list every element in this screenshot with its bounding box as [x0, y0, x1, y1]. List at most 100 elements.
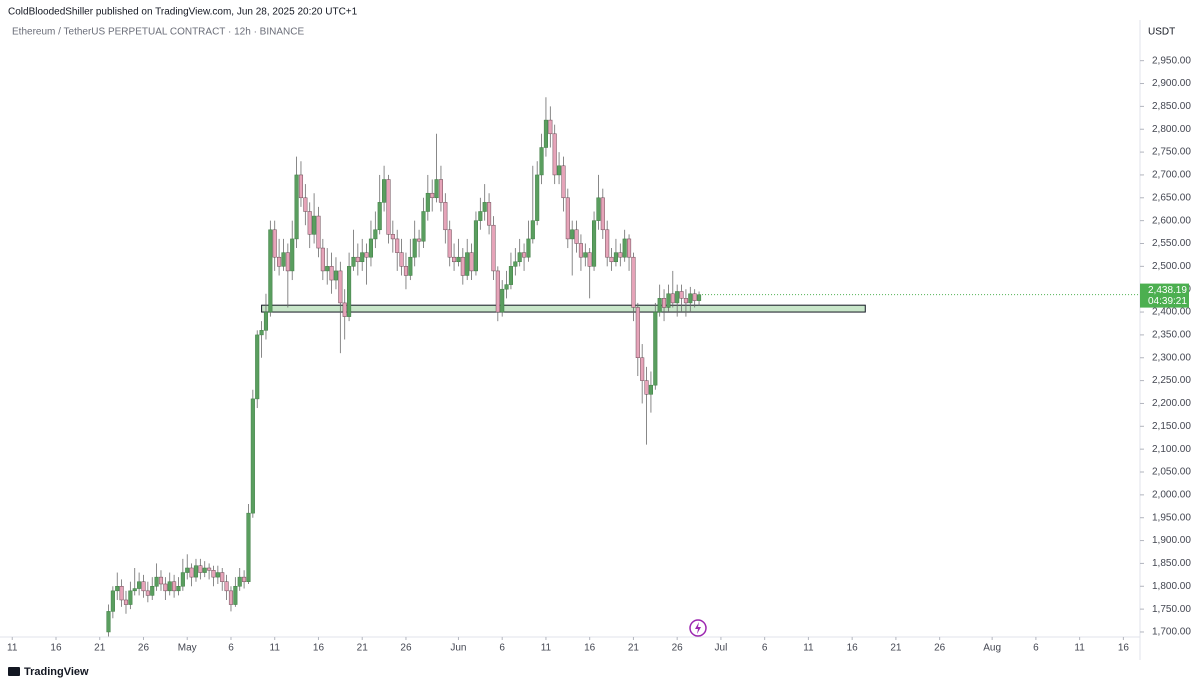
candle-body: [303, 197, 308, 212]
y-tick-label: 2,650.00: [1152, 192, 1191, 203]
candle-body: [246, 512, 251, 582]
candle-body: [263, 311, 269, 331]
x-tick-label: 21: [628, 643, 640, 654]
candle-body: [530, 220, 535, 240]
candle-body: [500, 288, 505, 313]
candle-body: [653, 311, 658, 386]
candle-body: [473, 220, 478, 272]
candle-body: [517, 252, 522, 263]
x-tick-label: 16: [50, 643, 62, 654]
candle-body: [570, 229, 575, 240]
candle-body: [609, 256, 614, 263]
y-tick-label: 1,800.00: [1152, 581, 1191, 592]
x-tick-label: May: [178, 643, 197, 654]
candle-body: [115, 586, 120, 592]
y-tick-label: 2,500.00: [1152, 261, 1191, 272]
candle-body: [548, 119, 553, 135]
x-tick-label: 11: [7, 643, 18, 654]
plot-area: [106, 97, 1140, 637]
candle-body: [180, 572, 185, 587]
candle-body: [657, 298, 662, 313]
y-tick-label: 2,200.00: [1152, 398, 1191, 409]
candle-body: [696, 294, 702, 301]
candle-body: [535, 174, 540, 221]
candle-body: [290, 238, 295, 272]
candle-body: [395, 238, 400, 253]
candle-body: [478, 211, 483, 221]
candle-body: [167, 581, 172, 592]
candle-body: [233, 586, 238, 605]
y-tick-label: 2,250.00: [1152, 375, 1191, 386]
x-tick-label: 6: [762, 643, 768, 654]
candle-body: [443, 202, 448, 231]
candle-body: [347, 266, 352, 317]
candle-body: [508, 266, 513, 285]
candle-body: [272, 229, 277, 258]
candle-body: [679, 291, 684, 299]
candle-body: [522, 252, 527, 258]
x-tick-label: 6: [499, 643, 505, 654]
last-price-box: [1140, 283, 1189, 308]
candle-body: [338, 270, 343, 304]
candle-body: [574, 229, 579, 244]
candle-body: [377, 202, 382, 231]
candle-body: [368, 238, 374, 258]
candle-body: [250, 398, 255, 514]
candle-body: [465, 252, 470, 276]
candle-body: [613, 252, 618, 263]
candle-body: [539, 147, 544, 176]
x-tick-label: 21: [890, 643, 902, 654]
candle-body: [683, 298, 688, 304]
candle-body: [430, 192, 435, 199]
candle-body: [158, 576, 164, 585]
candle-body: [600, 197, 605, 231]
chart-title: Ethereum / TetherUS PERPETUAL CONTRACT ·…: [12, 27, 304, 38]
candle-body: [176, 586, 181, 592]
y-tick-label: 2,900.00: [1152, 78, 1191, 89]
candle-body: [631, 256, 636, 308]
y-tick-label: 1,900.00: [1152, 535, 1191, 546]
y-tick-label: 1,850.00: [1152, 558, 1191, 569]
y-tick-label: 2,800.00: [1152, 124, 1191, 135]
y-tick-label: 2,000.00: [1152, 490, 1191, 501]
candle-body: [438, 179, 444, 203]
candle-body: [281, 252, 286, 267]
candle-body: [578, 243, 583, 258]
x-tick-label: 16: [1118, 643, 1130, 654]
candle-body: [163, 583, 168, 592]
candle-body: [207, 567, 212, 571]
candle-body: [333, 270, 339, 281]
candle-body: [277, 256, 282, 267]
x-tick-label: 26: [138, 643, 150, 654]
candle-body: [583, 252, 588, 258]
candle-body: [325, 266, 330, 272]
candle-body: [145, 590, 150, 596]
y-tick-label: 2,100.00: [1152, 444, 1191, 455]
x-tick-label: 6: [1033, 643, 1039, 654]
candle-body: [132, 588, 137, 592]
candle-body: [364, 252, 369, 258]
x-tick-label: 11: [270, 643, 281, 654]
candle-body: [255, 334, 260, 400]
candle-body: [106, 611, 111, 633]
x-tick-label: Jun: [450, 643, 466, 654]
candle-body: [644, 380, 649, 395]
candle-body: [495, 270, 500, 313]
candle-body: [447, 229, 452, 258]
candle-body: [198, 565, 203, 573]
candle-body: [154, 576, 159, 587]
candle-body: [294, 174, 299, 240]
candle-body: [355, 256, 360, 263]
candle-body: [412, 238, 417, 258]
candle-body: [137, 581, 142, 589]
candle-body: [329, 266, 334, 281]
y-tick-label: 2,700.00: [1152, 170, 1191, 181]
candle-body: [189, 567, 194, 578]
candle-body: [526, 238, 531, 258]
candle-body: [561, 165, 566, 199]
candle-body: [452, 256, 457, 263]
currency: USDT: [1148, 27, 1175, 38]
candle-body: [268, 229, 273, 313]
candle-body: [670, 293, 675, 304]
